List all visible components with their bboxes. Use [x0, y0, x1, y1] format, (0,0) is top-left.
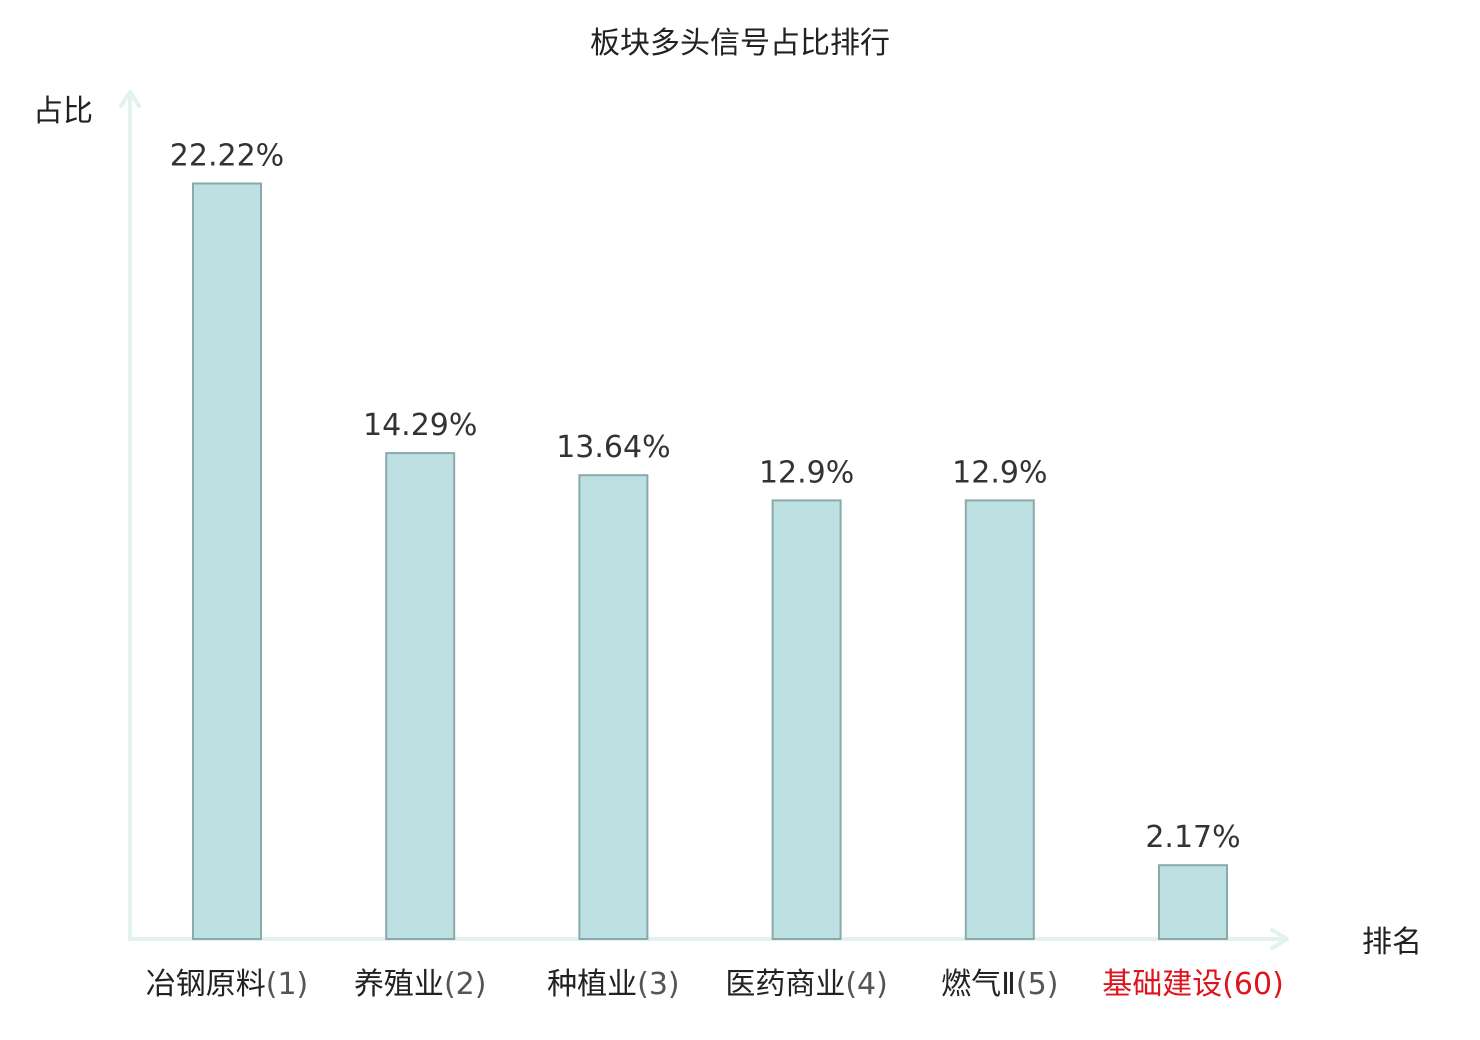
- x-tick-label: 燃气Ⅱ(5): [941, 967, 1058, 1002]
- bar-value-label: 22.22%: [170, 139, 284, 174]
- x-tick-labels: 冶钢原料(1) 养殖业(2) 种植业(3) 医药商业(4) 燃气Ⅱ(5) 基础建设(60): [146, 967, 1284, 1002]
- bar: [1158, 864, 1228, 941]
- tick-label-rank: (4): [845, 967, 888, 1002]
- tick-label-rank: (5): [1016, 967, 1059, 1002]
- bar: [771, 499, 842, 940]
- x-tick-label: 种植业(3): [547, 967, 680, 1002]
- x-tick-label: 冶钢原料(1): [146, 967, 309, 1002]
- value-labels: 22.22% 14.29% 13.64% 12.9% 12.9% 2.17%: [170, 139, 1241, 856]
- tick-label-rank: (2): [444, 967, 487, 1002]
- bar: [192, 182, 262, 940]
- tick-label-name: 基础建设: [1102, 967, 1222, 1002]
- bar-value-label: 14.29%: [363, 408, 477, 443]
- tick-label-rank: (3): [637, 967, 680, 1002]
- bar: [578, 474, 649, 940]
- bar: [385, 452, 456, 940]
- tick-label-rank: (1): [266, 967, 309, 1002]
- tick-label-name: 养殖业: [354, 967, 444, 1002]
- tick-label-name: 种植业: [547, 967, 637, 1002]
- tick-label-name: 冶钢原料: [146, 967, 266, 1002]
- chart-title: 板块多头信号占比排行: [590, 26, 890, 61]
- x-axis-label: 排名: [1362, 925, 1422, 960]
- tick-label-rank: (60): [1222, 967, 1284, 1002]
- bar-value-label: 12.9%: [759, 455, 854, 490]
- x-tick-label: 医药商业(4): [725, 967, 888, 1002]
- bar-value-label: 13.64%: [556, 430, 670, 465]
- axes: [119, 90, 1289, 950]
- bar-value-label: 2.17%: [1145, 820, 1240, 855]
- bar-value-label: 12.9%: [952, 455, 1047, 490]
- y-axis-arrow: [119, 90, 141, 108]
- x-tick-label: 养殖业(2): [354, 967, 487, 1002]
- tick-label-name: 燃气Ⅱ: [941, 967, 1016, 1002]
- y-axis-label: 占比: [33, 94, 93, 129]
- x-tick-label: 基础建设(60): [1102, 967, 1284, 1002]
- bar: [964, 499, 1035, 940]
- tick-label-name: 医药商业: [725, 967, 845, 1002]
- bars: [192, 182, 1228, 941]
- x-axis-arrow: [1270, 928, 1289, 950]
